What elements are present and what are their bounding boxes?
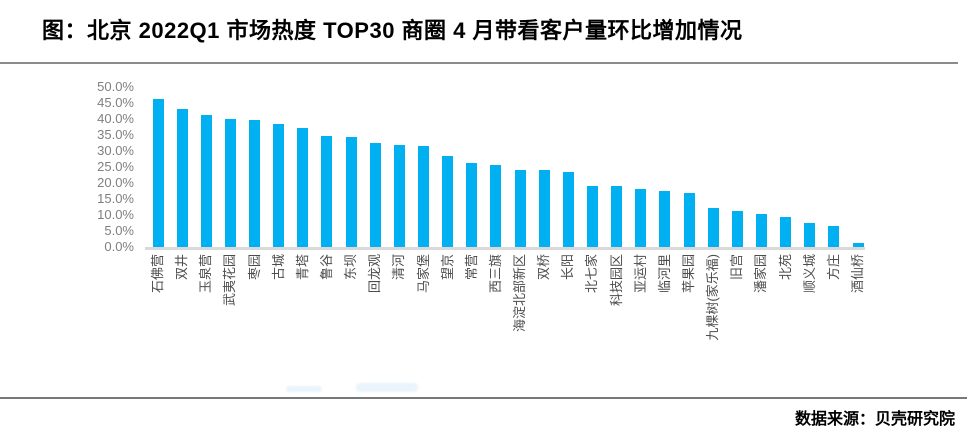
bar [538, 169, 550, 247]
y-tick-label: 40.0% [97, 111, 134, 126]
bar [369, 143, 381, 247]
bar [755, 214, 767, 247]
x-category-label: 海淀北部新区 [512, 254, 528, 333]
bar [224, 118, 236, 247]
bar [321, 135, 333, 247]
x-category-label: 西三旗 [487, 254, 503, 294]
bar [586, 185, 598, 247]
bar [514, 169, 526, 247]
bar [297, 128, 309, 247]
bar [611, 186, 623, 247]
y-tick-label: 10.0% [97, 207, 134, 222]
x-category-label: 玉泉营 [198, 254, 214, 294]
y-tick-label: 30.0% [97, 143, 134, 158]
bar [659, 191, 671, 247]
x-category-label: 亚运村 [632, 254, 648, 294]
title-divider [0, 62, 958, 64]
x-category-label: 回龙观 [367, 254, 383, 294]
y-tick-label: 50.0% [97, 79, 134, 94]
bar [635, 189, 647, 247]
x-category-label: 鲁谷 [318, 254, 334, 281]
y-tick-label: 35.0% [97, 127, 134, 142]
x-category-label: 石佛营 [150, 254, 165, 294]
bar [249, 119, 261, 247]
x-category-label: 清河 [391, 254, 407, 281]
y-tick-label: 20.0% [97, 175, 134, 190]
x-category-label: 苹果园 [681, 254, 697, 294]
bar [490, 165, 502, 247]
bar [418, 145, 430, 247]
x-category-label: 青塔 [294, 254, 310, 281]
bar [393, 144, 405, 247]
watermark-artifact [356, 383, 418, 392]
x-category-label: 科技园区 [608, 254, 624, 307]
x-category-label: 顺义城 [801, 254, 817, 294]
bar [731, 210, 743, 247]
x-category-label: 方庄 [825, 254, 841, 281]
bar [200, 114, 212, 247]
x-category-label: 枣园 [246, 254, 262, 281]
data-source-note: 数据来源：贝壳研究院 [794, 411, 955, 428]
x-category-label: 双井 [174, 254, 190, 281]
x-category-label: 常营 [463, 254, 479, 281]
x-category-label: 潘家园 [753, 254, 769, 294]
x-category-label: 北七家 [584, 254, 600, 294]
bar [152, 99, 164, 247]
bar [562, 172, 574, 247]
y-tick-label: 15.0% [97, 191, 134, 206]
bar [442, 156, 454, 247]
x-axis-baseline [145, 247, 865, 250]
x-category-label: 双桥 [536, 254, 552, 281]
bar [176, 109, 188, 247]
bar [852, 243, 864, 247]
bar [828, 225, 840, 247]
x-category-label: 马家堡 [415, 254, 431, 294]
x-category-label: 九棵树(家乐福) [705, 254, 721, 341]
x-category-label: 武夷花园 [222, 254, 238, 307]
x-category-label: 酒仙桥 [850, 254, 865, 294]
bar [780, 216, 792, 247]
x-category-label: 旧宫 [729, 254, 745, 281]
x-category-label: 望京 [439, 254, 455, 281]
x-category-label: 临河里 [656, 254, 672, 294]
y-tick-label: 25.0% [97, 159, 134, 174]
watermark-artifact [286, 386, 322, 392]
y-tick-label: 0.0% [104, 239, 134, 254]
x-category-label: 东坝 [343, 254, 359, 281]
footer-divider [0, 397, 967, 399]
bar [466, 163, 478, 247]
chart-title: 图：北京 2022Q1 市场热度 TOP30 商圈 4 月带看客户量环比增加情况 [42, 18, 743, 43]
y-tick-label: 45.0% [97, 95, 134, 110]
bar [683, 192, 695, 247]
x-category-label: 古城 [270, 254, 286, 281]
bar [707, 208, 719, 247]
x-category-label: 北苑 [777, 254, 793, 281]
bar [804, 222, 816, 247]
bar [273, 123, 285, 247]
x-category-label: 长阳 [560, 254, 576, 281]
bar [345, 137, 357, 247]
y-tick-label: 5.0% [104, 223, 134, 238]
